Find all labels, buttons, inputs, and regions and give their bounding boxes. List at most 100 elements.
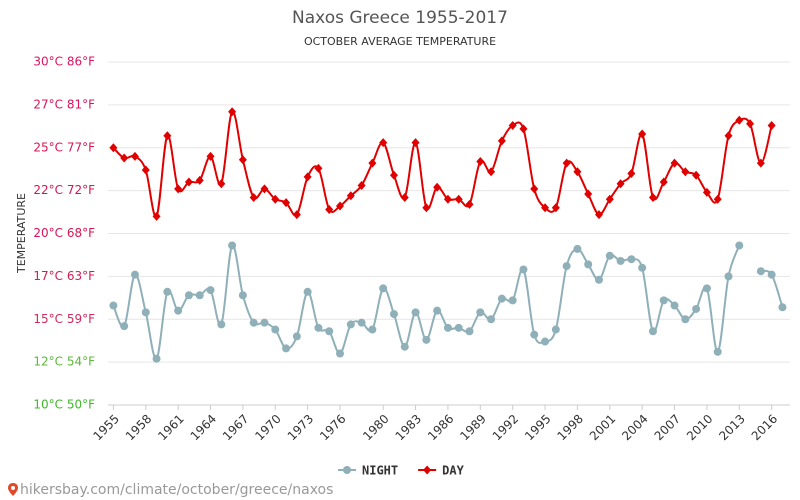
y-tick-label: 27°C 81°F [33, 97, 95, 111]
y-axis-label: TEMPERATURE [15, 193, 28, 274]
point [508, 120, 517, 130]
point [443, 323, 452, 332]
point [735, 241, 744, 250]
point [702, 284, 711, 293]
x-tick-label: 1983 [393, 412, 424, 443]
point [130, 270, 139, 279]
x-tick-label: 1958 [123, 412, 154, 443]
point [454, 323, 463, 332]
point [573, 167, 582, 177]
x-tick-label: 2007 [652, 412, 683, 443]
point [152, 211, 161, 221]
point [767, 120, 776, 130]
point [735, 115, 744, 125]
point [152, 354, 161, 363]
point [228, 241, 237, 250]
point [422, 203, 431, 213]
legend-item: DAY [418, 464, 465, 478]
point [627, 168, 636, 178]
y-tick-label: 15°C 59°F [33, 312, 95, 326]
y-tick-label: 10°C 50°F [33, 398, 95, 412]
x-tick-label: 1986 [425, 412, 456, 443]
point [605, 251, 614, 260]
legend-label: DAY [442, 464, 464, 478]
point [519, 124, 528, 134]
x-tick-label: 1998 [555, 412, 586, 443]
point [465, 199, 474, 209]
point [423, 465, 432, 475]
point [368, 325, 377, 334]
point [541, 203, 550, 213]
point [562, 158, 571, 168]
point [594, 210, 603, 220]
point [357, 318, 366, 327]
point [638, 129, 647, 139]
point [756, 267, 765, 276]
point [670, 158, 679, 168]
point [530, 184, 539, 194]
point [659, 177, 668, 187]
source-link[interactable]: hikersbay.com/climate/october/greece/nax… [20, 482, 333, 498]
point [670, 301, 679, 310]
point [767, 270, 776, 279]
point [746, 119, 755, 129]
point [260, 318, 269, 327]
point [206, 286, 215, 295]
point [217, 320, 226, 329]
point [303, 172, 312, 182]
y-tick-label: 17°C 63°F [33, 269, 95, 283]
point [379, 284, 388, 293]
point [681, 167, 690, 177]
x-tick-label: 1995 [522, 412, 553, 443]
point [163, 131, 172, 141]
y-tick-label: 20°C 68°F [33, 226, 95, 240]
point [141, 308, 150, 317]
point [702, 187, 711, 197]
point [346, 191, 355, 201]
point [260, 184, 269, 194]
point [433, 182, 442, 192]
y-tick-label: 22°C 72°F [33, 183, 95, 197]
point [433, 306, 442, 315]
point [562, 262, 571, 271]
point [648, 327, 657, 336]
point [627, 255, 636, 264]
x-tick-label: 1980 [360, 412, 391, 443]
point [282, 198, 291, 208]
point [282, 344, 291, 353]
line [112, 244, 784, 360]
point [584, 260, 593, 269]
point [487, 167, 496, 177]
x-tick-label: 2016 [749, 412, 780, 443]
y-tick-label: 30°C 86°F [33, 55, 95, 69]
point [163, 287, 172, 296]
point [228, 107, 237, 117]
point [616, 256, 625, 265]
x-tick-label: 1964 [188, 412, 219, 443]
point [465, 327, 474, 336]
point [336, 201, 345, 211]
x-tick-label: 2013 [716, 412, 747, 443]
x-tick-label: 1976 [317, 412, 348, 443]
point [368, 158, 377, 168]
point [476, 156, 485, 166]
point [217, 179, 226, 189]
x-tick-label: 2004 [619, 412, 650, 443]
point [551, 325, 560, 334]
point [519, 265, 528, 274]
point [314, 323, 323, 332]
point [756, 158, 765, 168]
point [508, 296, 517, 305]
point [174, 184, 183, 194]
point [249, 318, 258, 327]
point [422, 335, 431, 344]
point [454, 194, 463, 204]
point [206, 151, 215, 161]
point [497, 294, 506, 303]
point [195, 175, 204, 185]
point [476, 308, 485, 317]
point [530, 330, 539, 339]
x-tick-label: 2010 [684, 412, 715, 443]
point [238, 155, 247, 165]
point [141, 165, 150, 175]
